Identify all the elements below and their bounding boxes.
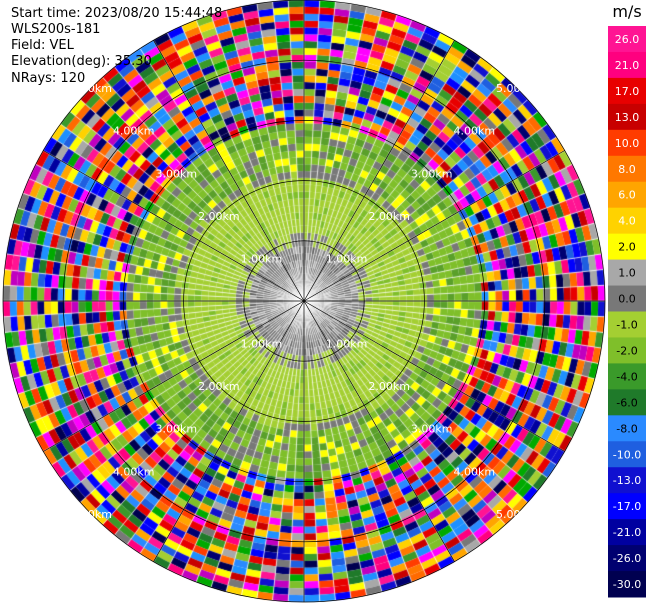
colorbar-swatch	[608, 77, 646, 105]
field-label: Field: VEL	[11, 38, 74, 53]
colorbar-swatch	[608, 26, 646, 53]
colorbar-swatch	[608, 571, 646, 598]
colorbar-swatch	[608, 181, 646, 209]
colorbar-tick-label: 4.0	[618, 215, 636, 228]
colorbar-swatch	[608, 363, 646, 390]
colorbar-tick-label: -10.0	[613, 448, 641, 461]
colorbar-tick-label: -21.0	[613, 526, 641, 539]
range-label: 2.00km	[198, 210, 240, 223]
azimuth-line	[43, 300, 305, 452]
colorbar-swatch	[608, 103, 646, 131]
colorbar-swatch	[608, 545, 646, 572]
colorbar-swatch	[608, 233, 646, 261]
azimuth-line	[153, 40, 305, 302]
range-label: 1.00km	[241, 338, 283, 351]
range-label: 4.00km	[453, 125, 495, 138]
azimuth-line	[303, 300, 565, 452]
colorbar-tick-label: 0.0	[618, 293, 636, 306]
elevation-label: Elevation(deg): 35.30	[11, 54, 152, 69]
colorbar-swatch	[608, 519, 646, 546]
range-label: 5.00km	[496, 82, 538, 95]
range-label: 3.00km	[411, 167, 453, 180]
colorbar-tick-label: 17.0	[615, 85, 640, 98]
colorbar-tick-label: -26.0	[613, 552, 641, 565]
range-label: 4.00km	[113, 465, 155, 478]
colorbar-swatch	[608, 129, 646, 157]
range-label: 4.00km	[453, 465, 495, 478]
colorbar-tick-label: 1.0	[618, 267, 636, 280]
colorbar-swatch	[608, 259, 646, 287]
range-label: 1.00km	[241, 252, 283, 265]
colorbar-tick-label: -17.0	[613, 500, 641, 513]
start-time-label: Start time: 2023/08/20 15:44:48	[11, 6, 223, 21]
colorbar-tick-label: 21.0	[615, 59, 640, 72]
range-label: 1.00km	[326, 338, 368, 351]
colorbar-tick-label: 2.0	[618, 241, 636, 254]
colorbar-tick-label: 26.0	[615, 33, 640, 46]
range-label: 3.00km	[411, 423, 453, 436]
instrument-label: WLS200s-181	[11, 22, 101, 37]
colorbar-swatch	[608, 155, 646, 183]
colorbar-tick-label: -30.0	[613, 578, 641, 591]
colorbar-tick-label: -13.0	[613, 474, 641, 487]
range-label: 3.00km	[156, 167, 198, 180]
range-label: 2.00km	[198, 380, 240, 393]
colorbar-tick-label: 6.0	[618, 189, 636, 202]
colorbar-swatch	[608, 415, 646, 442]
range-label: 2.00km	[368, 380, 410, 393]
range-label: 2.00km	[368, 210, 410, 223]
azimuth-line	[153, 300, 305, 562]
colorbar-swatch	[608, 311, 646, 338]
range-label: 5.00km	[70, 508, 112, 521]
colorbar-swatch	[608, 337, 646, 364]
colorbar-swatch	[608, 467, 646, 494]
colorbar-swatch	[608, 493, 646, 520]
colorbar-tick-label: -2.0	[616, 344, 637, 357]
colorbar-tick-label: 10.0	[615, 137, 640, 150]
colorbar-tick-label: -6.0	[616, 396, 637, 409]
colorbar-tick-label: -4.0	[616, 370, 637, 383]
azimuth-line	[303, 150, 565, 302]
range-label: 5.00km	[496, 508, 538, 521]
colorbar-tick-label: 13.0	[615, 111, 640, 124]
azimuth-line	[303, 40, 455, 302]
range-label: 4.00km	[113, 125, 155, 138]
colorbar-swatch	[608, 389, 646, 416]
colorbar-tick-label: 8.0	[618, 163, 636, 176]
range-label: 1.00km	[326, 252, 368, 265]
range-label: 3.00km	[156, 423, 198, 436]
colorbar-tick-label: -8.0	[616, 422, 637, 435]
colorbar-title: m/s	[612, 2, 641, 21]
nrays-label: NRays: 120	[11, 71, 86, 86]
colorbar-tick-label: -1.0	[616, 318, 637, 331]
colorbar-swatch	[608, 441, 646, 468]
azimuth-line	[43, 150, 305, 302]
azimuth-line	[303, 300, 455, 562]
range-label: 5.00km	[70, 82, 112, 95]
colorbar-swatch	[608, 285, 646, 312]
colorbar-swatch	[608, 207, 646, 235]
colorbar-swatch	[608, 51, 646, 79]
